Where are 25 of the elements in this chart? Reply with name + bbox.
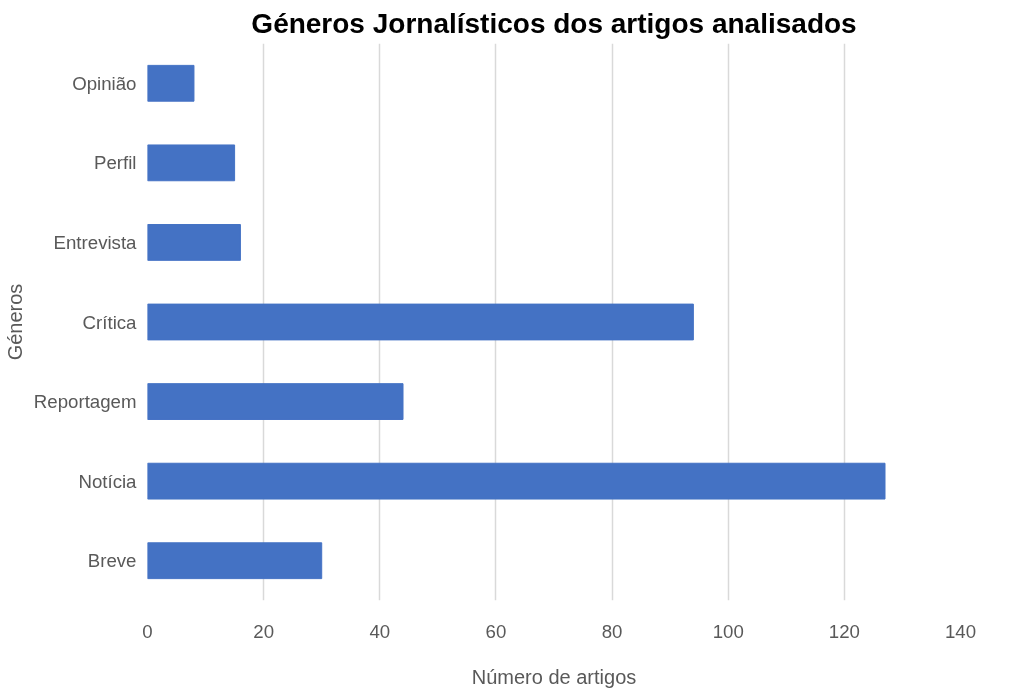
x-tick-label: 120 <box>828 620 860 642</box>
y-tick-label: Breve <box>87 550 137 572</box>
y-tick-label: Entrevista <box>53 231 138 253</box>
x-tick-label: 40 <box>369 620 391 642</box>
y-tick-label: Perfil <box>94 152 137 174</box>
bar <box>147 303 694 341</box>
bar <box>147 64 195 102</box>
bar <box>147 462 886 500</box>
y-tick-label: Reportagem <box>33 391 137 413</box>
bar <box>147 542 323 580</box>
x-tick-label: 140 <box>944 620 977 642</box>
x-tick-label: 80 <box>601 620 623 642</box>
chart-title: Géneros Jornalísticos dos artigos analisados <box>251 7 857 39</box>
x-axis-title: Número de artigos <box>471 665 637 688</box>
bar <box>147 224 241 261</box>
x-tick-label: 0 <box>142 620 153 642</box>
y-tick-label: Crítica <box>82 311 138 333</box>
y-axis-title: Géneros <box>3 283 26 361</box>
bar <box>147 144 236 182</box>
x-tick-label: 60 <box>485 620 507 642</box>
y-tick-label: Notícia <box>78 470 138 492</box>
y-tick-label: Opinião <box>72 72 137 94</box>
x-tick-label: 20 <box>253 620 275 642</box>
bar <box>147 383 404 420</box>
x-tick-label: 100 <box>712 620 744 642</box>
